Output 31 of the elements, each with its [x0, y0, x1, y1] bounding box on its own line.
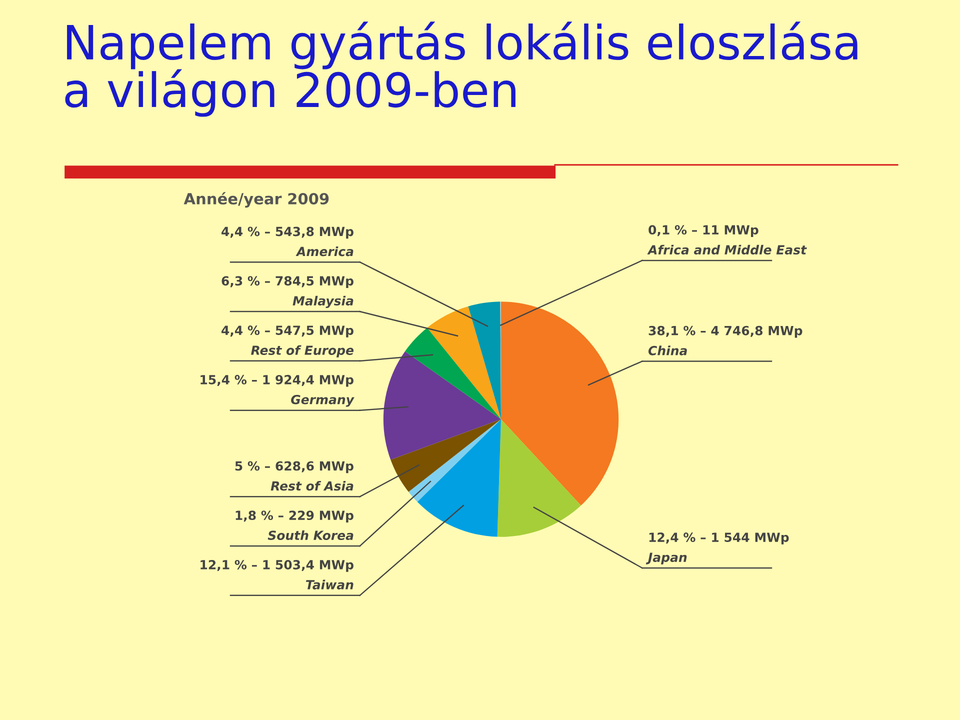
pie-slice [427, 306, 501, 420]
data-label: 0,1 % – 11 MWp [648, 225, 758, 237]
slice-label: America [296, 246, 354, 256]
data-label: 4,4 % – 543,8 MWp [222, 226, 354, 239]
slice-label: Africa and Middle East [647, 244, 807, 255]
slice-label: China [648, 346, 687, 356]
slice-label: Japan [646, 552, 687, 564]
pie-slice [468, 302, 501, 420]
data-label: 6,3 % – 784,5 MWp [222, 276, 354, 288]
slice-label: South Korea [268, 530, 354, 540]
data-label: 15,4 % – 1 924,4 MWp [200, 374, 354, 387]
data-label: 12,4 % – 1 544 MWp [649, 532, 789, 544]
slice-label: Germany [291, 394, 354, 407]
pie-slice [405, 328, 501, 420]
pie-slice [408, 419, 501, 502]
data-label: 5 % – 628,6 MWp [235, 461, 354, 474]
pie-slice [501, 302, 619, 506]
pie-slice [497, 419, 581, 537]
slice-label: Taiwan [306, 580, 354, 590]
pie-slice [417, 419, 501, 537]
chart-subtitle: Année/year 2009 [184, 192, 329, 208]
pie-slice [383, 351, 501, 460]
data-label: 1,8 % – 229 MWp [236, 510, 354, 522]
data-label: 38,1 % – 4 746,8 MWp [648, 326, 802, 338]
slice-label: Malaysia [292, 296, 354, 308]
data-label: 12,1 % – 1 503,4 MWp [200, 560, 354, 572]
slice-label: Rest of Europe [251, 345, 354, 358]
slice-label: Rest of Asia [270, 480, 354, 491]
pie-slice [390, 419, 501, 492]
data-label: 4,4 % – 547,5 MWp [222, 326, 354, 338]
chart-title: Napelem gyártás lokális eloszlása a világon 2009-ben [65, 22, 858, 117]
